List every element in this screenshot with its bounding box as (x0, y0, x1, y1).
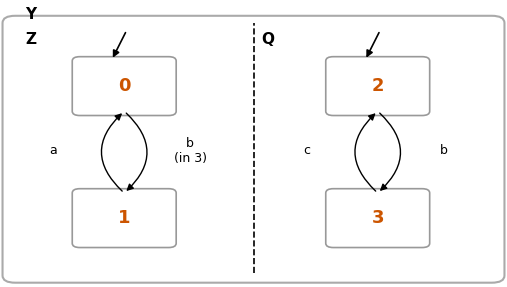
FancyArrowPatch shape (380, 113, 401, 190)
Text: Y: Y (25, 7, 37, 22)
Text: Z: Z (25, 32, 37, 46)
FancyArrowPatch shape (355, 114, 376, 191)
Text: b: b (440, 144, 448, 157)
FancyArrowPatch shape (101, 114, 122, 191)
Text: 3: 3 (372, 209, 384, 227)
Text: 2: 2 (372, 77, 384, 95)
Text: 1: 1 (118, 209, 130, 227)
Text: c: c (303, 144, 310, 157)
FancyBboxPatch shape (73, 189, 176, 247)
Text: 0: 0 (118, 77, 130, 95)
FancyBboxPatch shape (3, 16, 504, 283)
FancyBboxPatch shape (326, 57, 429, 116)
FancyBboxPatch shape (326, 189, 429, 247)
Text: a: a (49, 144, 57, 157)
FancyArrowPatch shape (126, 113, 147, 190)
Text: b
(in 3): b (in 3) (173, 137, 207, 165)
Text: Q: Q (261, 32, 274, 46)
FancyBboxPatch shape (73, 57, 176, 116)
